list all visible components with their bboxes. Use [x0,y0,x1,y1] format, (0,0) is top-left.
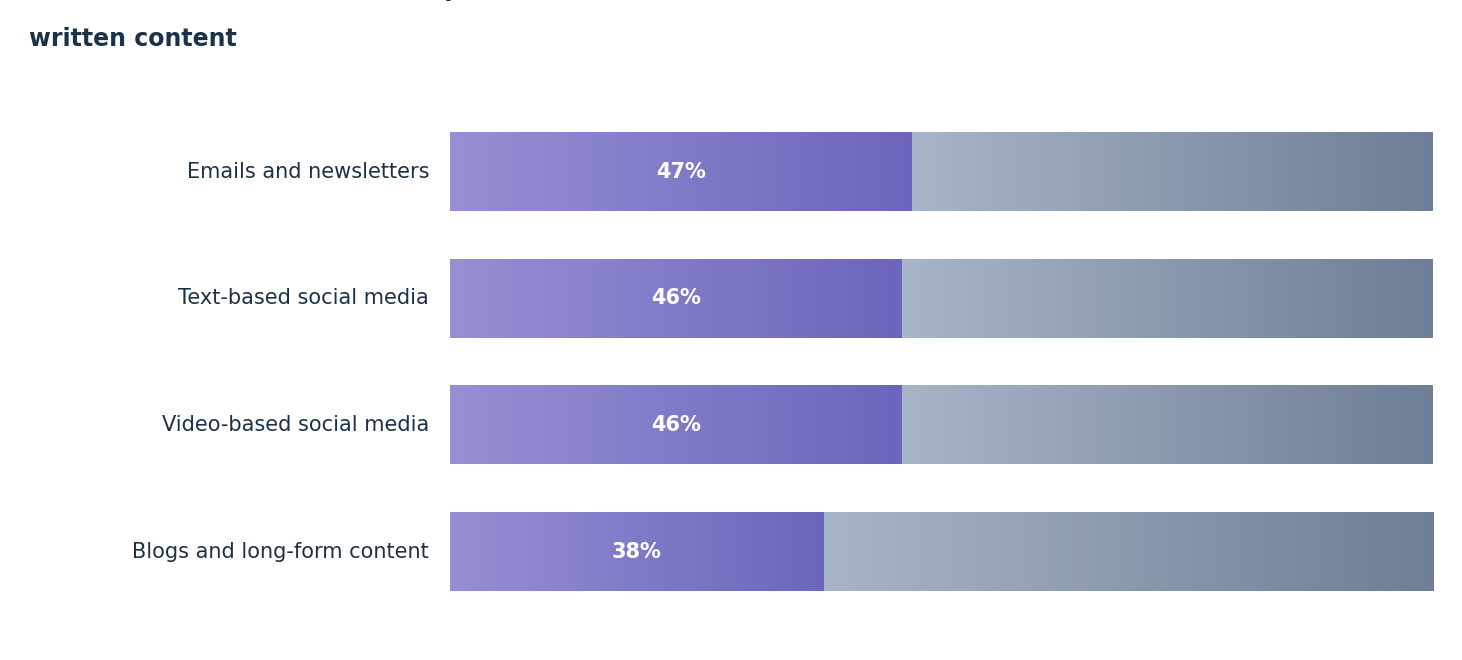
Text: Blogs and long-form content: Blogs and long-form content [133,542,430,562]
Text: Video-based social media: Video-based social media [162,415,430,435]
Text: 46%: 46% [652,415,702,435]
Text: written content: written content [29,28,237,51]
Text: 38%: 38% [613,542,662,562]
Text: Emails and newsletters: Emails and newsletters [187,162,430,182]
Text: Text-based social media: Text-based social media [178,288,430,308]
Text: Most common use cases for AI-powered: Most common use cases for AI-powered [29,0,560,1]
Text: 46%: 46% [652,288,702,308]
Text: 47%: 47% [656,162,706,182]
